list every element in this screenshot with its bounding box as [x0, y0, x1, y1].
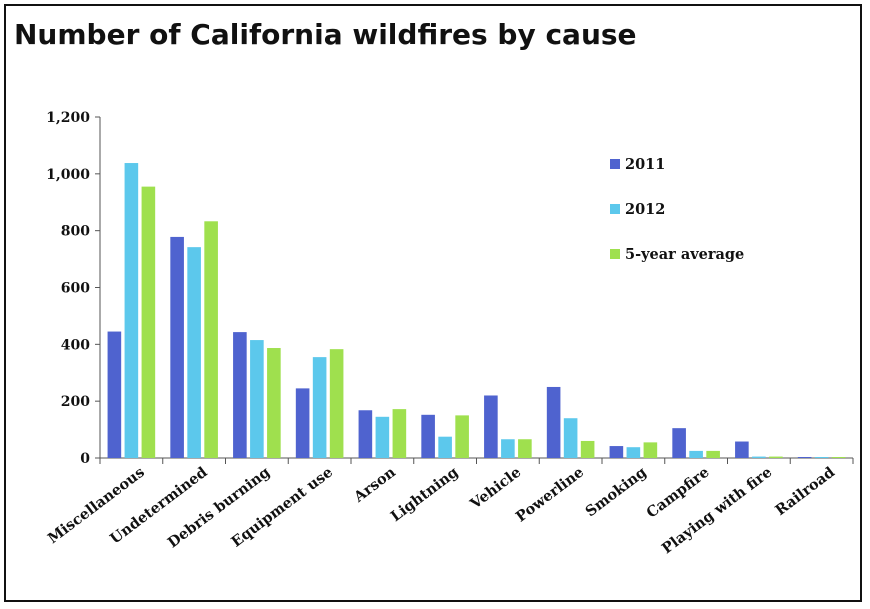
- y-tick-label: 800: [61, 224, 90, 240]
- bar-5-year-average-equipment-use: [329, 349, 344, 458]
- bar-2011-powerline: [546, 386, 561, 458]
- chart-title: Number of California wildfires by cause: [14, 18, 637, 51]
- bar-5-year-average-vehicle: [518, 439, 532, 458]
- bar-5-year-average-playing-with-fire: [769, 456, 783, 458]
- bar-2012-lightning: [438, 436, 452, 458]
- bar-2012-miscellaneous: [124, 163, 139, 458]
- y-tick-label: 400: [61, 337, 90, 353]
- bar-2012-playing-with-fire: [752, 456, 766, 458]
- bar-5-year-average-railroad: [831, 457, 846, 458]
- bar-2011-undetermined: [170, 236, 184, 458]
- y-tick-label: 600: [61, 281, 90, 297]
- bar-2011-smoking: [609, 446, 624, 458]
- bars: [107, 163, 846, 458]
- bar-5-year-average-lightning: [455, 415, 469, 458]
- y-tick-label: 1,000: [46, 167, 90, 183]
- bar-5-year-average-powerline: [580, 440, 595, 458]
- y-tick-label: 200: [61, 394, 90, 410]
- bar-2011-miscellaneous: [107, 331, 122, 458]
- bar-2011-railroad: [797, 457, 812, 458]
- y-tick-label: 1,200: [46, 110, 90, 126]
- bar-2011-vehicle: [484, 395, 498, 458]
- bar-2012-smoking: [626, 447, 641, 458]
- bar-2012-equipment-use: [312, 357, 327, 458]
- x-tick-label: Playing with fire: [659, 464, 776, 558]
- bar-2011-lightning: [421, 414, 435, 458]
- bar-2011-equipment-use: [295, 388, 310, 458]
- bar-2012-arson: [375, 416, 390, 458]
- legend-label: 2012: [625, 201, 665, 218]
- y-tick-label: 0: [80, 451, 90, 467]
- legend-swatch: [610, 204, 620, 214]
- bar-2012-debris-burning: [250, 340, 264, 458]
- bar-2012-vehicle: [501, 439, 515, 458]
- bar-5-year-average-miscellaneous: [141, 186, 156, 458]
- bar-5-year-average-undetermined: [204, 221, 218, 458]
- bar-2011-campfire: [672, 428, 686, 458]
- bar-5-year-average-smoking: [643, 442, 658, 458]
- bar-5-year-average-debris-burning: [267, 348, 281, 458]
- bar-2012-railroad: [814, 457, 829, 458]
- x-tick-label: Railroad: [772, 464, 838, 519]
- bar-5-year-average-campfire: [706, 450, 720, 458]
- bar-2011-arson: [358, 410, 373, 458]
- x-tick-label: Debris burning: [165, 464, 274, 552]
- x-tick-label: Smoking: [582, 464, 650, 521]
- legend-label: 2011: [625, 156, 665, 173]
- bar-2011-debris-burning: [233, 332, 247, 458]
- legend-swatch: [610, 249, 620, 259]
- x-tick-label: Arson: [350, 463, 399, 506]
- legend-label: 5-year average: [625, 246, 744, 263]
- legend-swatch: [610, 159, 620, 169]
- bar-5-year-average-arson: [392, 409, 407, 458]
- bar-2012-campfire: [689, 450, 703, 458]
- x-tick-label: Vehicle: [466, 464, 524, 514]
- bar-2011-playing-with-fire: [735, 441, 749, 458]
- y-axis: 0 200 400 600 800 1,000 1,200: [46, 110, 101, 467]
- bar-2012-powerline: [563, 418, 578, 458]
- x-tick-label: Lightning: [388, 464, 462, 526]
- legend: 2011 2012 5-year average: [610, 156, 744, 263]
- x-tick-label: Powerline: [513, 464, 587, 526]
- bar-2012-undetermined: [187, 247, 201, 458]
